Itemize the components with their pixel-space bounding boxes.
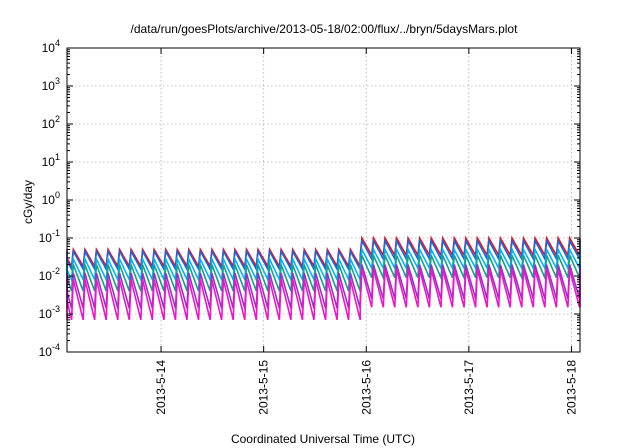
series-group — [66, 235, 581, 321]
x-tick-labels: 2013-5-14 2013-5-15 2013-5-16 2013-5-17 2013… — [154, 360, 578, 415]
y-tick-label: 10-1 — [39, 228, 60, 245]
grid-lines — [67, 48, 580, 352]
axis-ticks — [67, 47, 580, 353]
x-tick-label: 2013-5-16 — [359, 360, 373, 415]
chart-title: /data/run/goesPlots/archive/2013-05-18/0… — [131, 22, 519, 36]
series-line — [66, 269, 581, 321]
x-axis-label: Coordinated Universal Time (UTC) — [231, 432, 415, 446]
y-tick-labels: 10-4 10-3 10-2 10-1 100 101 102 103 104 — [39, 38, 60, 359]
y-tick-label: 101 — [42, 152, 60, 169]
y-tick-label: 10-2 — [39, 266, 60, 283]
y-tick-label: 103 — [42, 76, 60, 93]
y-tick-label: 104 — [42, 38, 60, 55]
y-tick-label: 100 — [42, 190, 60, 207]
y-axis-label: cGy/day — [21, 180, 35, 224]
x-tick-label: 2013-5-17 — [462, 360, 476, 415]
x-tick-label: 2013-5-14 — [154, 360, 168, 415]
x-tick-label: 2013-5-18 — [564, 360, 578, 415]
y-tick-label: 102 — [42, 114, 60, 131]
y-tick-label: 10-3 — [39, 304, 60, 321]
x-tick-label: 2013-5-15 — [257, 360, 271, 415]
y-tick-label: 10-4 — [39, 342, 60, 359]
